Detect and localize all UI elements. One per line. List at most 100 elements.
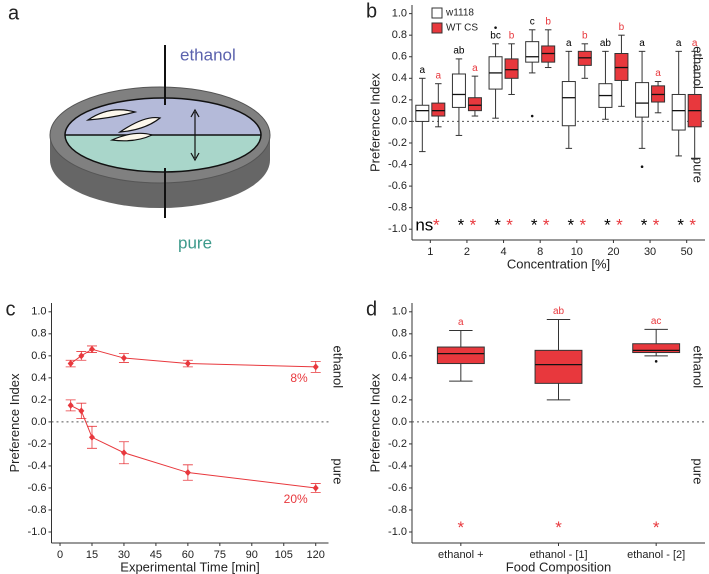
diagram: a ethanol pure (8, 2, 271, 252)
legend-label: w1118 (445, 8, 474, 19)
y-tick-label: 0.0 (392, 416, 407, 428)
group-letter: a (676, 38, 682, 49)
significance: * (470, 215, 477, 234)
significance: * (653, 518, 660, 537)
pure-label: pure (178, 233, 212, 252)
y-tick-label: 0.6 (392, 51, 407, 63)
y-tick-label: 1.0 (31, 306, 46, 318)
significance: * (494, 215, 501, 234)
significance: * (616, 215, 623, 234)
larva (117, 116, 162, 133)
larva (85, 109, 138, 121)
group-letter: a (472, 63, 478, 74)
outlier (494, 26, 497, 29)
x-tick-label: ethanol - [2] (627, 549, 685, 561)
y-tick-label: 0.2 (31, 394, 46, 406)
group-letter: b (582, 30, 588, 41)
legend-swatch (431, 22, 443, 34)
significance: * (458, 518, 465, 537)
group-letter: b (545, 16, 551, 27)
box (436, 346, 485, 365)
y-tick-label: 0.0 (392, 115, 407, 127)
x-tick-label: 15 (86, 549, 98, 561)
y-tick-label: 0.4 (392, 72, 407, 84)
y-tick-label: 0.2 (392, 94, 407, 106)
x-tick-label: 90 (246, 549, 258, 561)
x-axis-label: Food Composition (506, 559, 612, 574)
y-axis-label: Preference Index (7, 373, 22, 473)
series-label: 20% (284, 492, 308, 506)
y-tick-label: -0.8 (388, 504, 407, 516)
side-label: ethanol (691, 346, 706, 389)
group-letter: bc (490, 30, 501, 41)
x-axis-label: Experimental Time [min] (120, 559, 259, 574)
y-tick-label: -0.6 (388, 180, 407, 192)
y-tick-label: -0.8 (388, 202, 407, 214)
y-axis-label: Preference Index (367, 373, 382, 473)
series-line (70, 404, 316, 489)
panel-label: d (366, 298, 377, 320)
x-tick-label: 50 (681, 246, 693, 258)
side-label: pure (691, 157, 706, 183)
ethanol-label: ethanol (180, 45, 236, 64)
significance: * (580, 215, 587, 234)
x-axis-label: Concentration [%] (507, 256, 610, 271)
y-tick-label: 0.8 (392, 29, 407, 41)
x-tick-label: ethanol + (438, 549, 484, 561)
significance: * (531, 215, 538, 234)
group-letter: b (619, 22, 625, 33)
outlier (654, 360, 658, 363)
y-tick-label: -0.2 (28, 438, 47, 450)
side-label: pure (691, 458, 706, 484)
significance: * (555, 518, 562, 537)
box (525, 41, 540, 63)
arrow-heads (190, 108, 200, 162)
point (184, 360, 191, 368)
point (184, 469, 191, 477)
y-tick-label: 0.6 (31, 350, 46, 362)
significance: * (433, 215, 440, 234)
significance: * (506, 215, 513, 234)
panel-label: b (366, 0, 377, 22)
x-tick-label: 30 (644, 246, 656, 258)
group-letter: ab (453, 46, 465, 57)
x-tick-label: 120 (307, 549, 325, 561)
outlier (530, 114, 534, 118)
x-tick-label: 105 (275, 549, 293, 561)
y-tick-label: -1.0 (28, 526, 47, 538)
larva (109, 132, 154, 142)
significance: * (641, 215, 648, 234)
box (451, 73, 466, 108)
box (467, 97, 482, 112)
outlier (640, 165, 644, 168)
y-tick-label: -0.6 (388, 482, 407, 494)
x-tick-label: 20 (607, 246, 619, 258)
box (671, 93, 686, 131)
group-letter: a (692, 38, 698, 49)
point (120, 449, 127, 457)
significance: * (604, 215, 611, 234)
point (78, 407, 85, 415)
group-letter: a (566, 38, 572, 49)
panel-label: a (8, 2, 20, 24)
y-tick-label: 0.0 (31, 416, 46, 428)
panel-label: c (6, 298, 16, 320)
y-tick-label: 0.8 (392, 328, 407, 340)
x-tick-label: 4 (501, 246, 507, 258)
x-tick-label: ethanol - [1] (529, 549, 587, 561)
significance: * (689, 215, 696, 234)
series-line (70, 348, 316, 368)
y-tick-label: 1.0 (392, 306, 407, 318)
y-tick-label: -0.2 (388, 137, 407, 149)
point (312, 484, 319, 492)
y-tick-label: 0.4 (31, 372, 46, 384)
x-tick-label: 0 (57, 549, 63, 561)
y-tick-label: -0.4 (388, 158, 407, 170)
ethanol-side (65, 98, 261, 135)
group-letter: ac (651, 316, 662, 327)
y-tick-label: -0.6 (28, 482, 47, 494)
group-letter: ab (553, 306, 565, 317)
significance: ns (415, 215, 433, 234)
point (67, 360, 74, 368)
